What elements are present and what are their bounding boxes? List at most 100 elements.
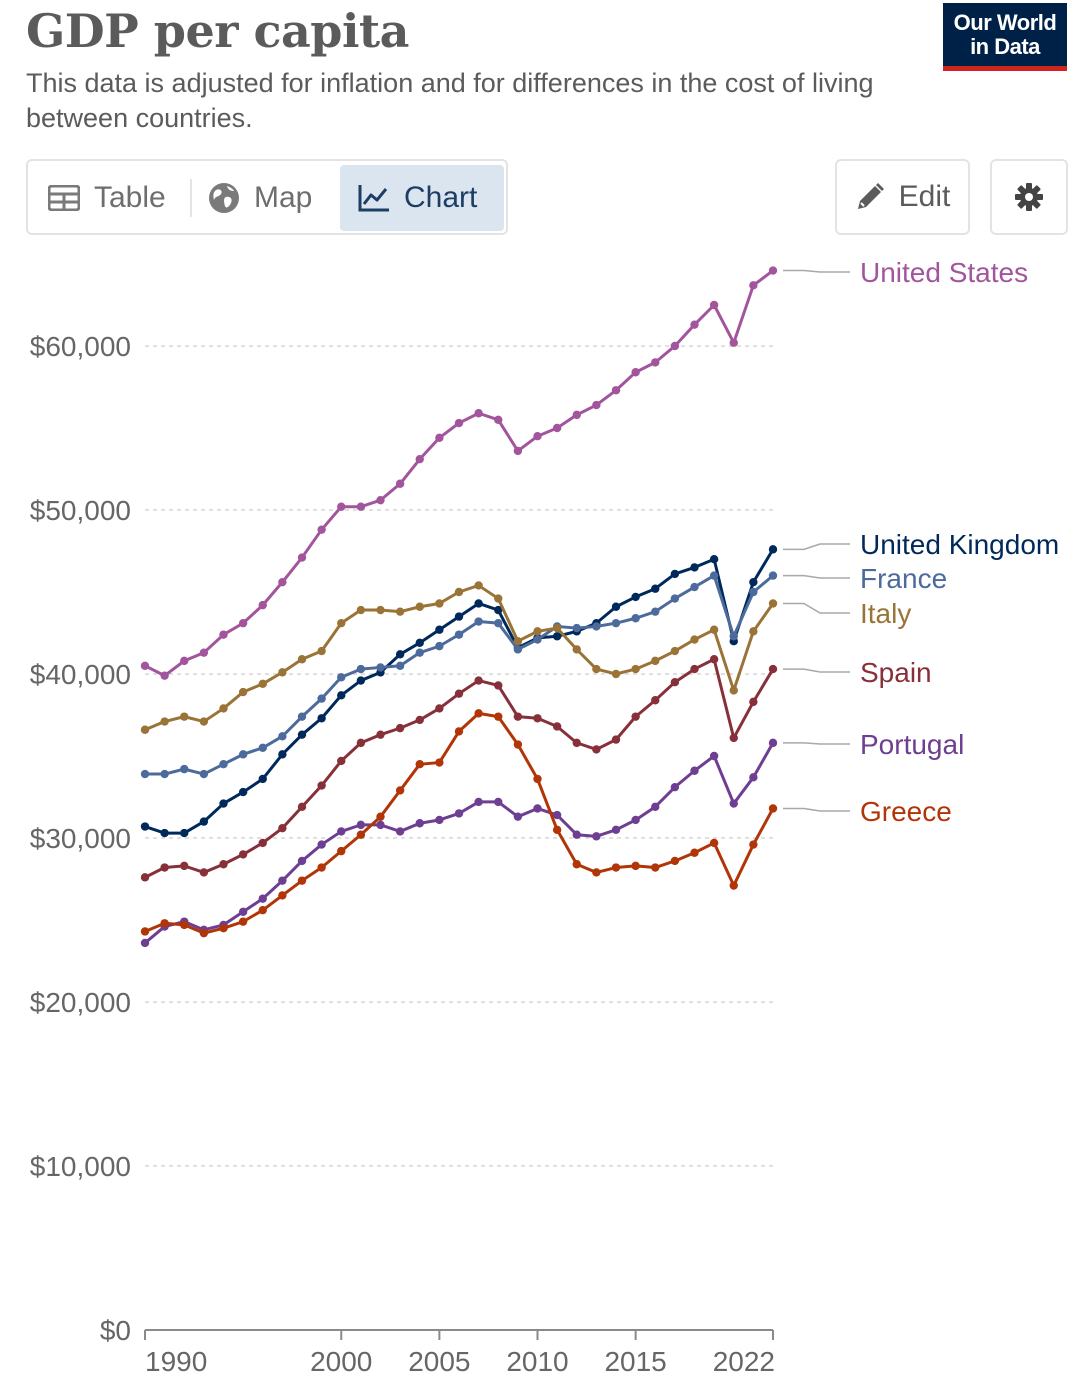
data-point <box>356 820 366 830</box>
edit-button[interactable]: Edit <box>835 159 970 235</box>
data-point <box>415 454 424 464</box>
data-point <box>749 773 758 782</box>
data-point <box>258 600 267 610</box>
data-point <box>415 715 424 725</box>
data-point <box>435 599 444 608</box>
data-point <box>454 630 464 639</box>
data-point <box>238 907 248 916</box>
series-label[interactable]: Spain <box>860 657 932 688</box>
data-point <box>474 581 483 590</box>
data-point <box>533 635 542 644</box>
data-point <box>160 671 169 680</box>
data-point <box>513 446 523 456</box>
series-greece[interactable] <box>140 709 778 938</box>
series-portugal[interactable] <box>140 738 778 948</box>
data-point <box>376 812 385 821</box>
data-point <box>768 266 778 275</box>
data-point <box>611 735 621 744</box>
data-point <box>415 819 424 828</box>
data-point <box>297 876 307 885</box>
data-point <box>219 704 228 713</box>
data-point <box>219 760 228 769</box>
x-tick-label: 2015 <box>604 1346 666 1377</box>
data-point <box>768 599 778 608</box>
data-point <box>337 673 346 682</box>
data-point <box>238 687 248 697</box>
data-point <box>552 623 562 633</box>
data-point <box>494 415 503 424</box>
data-point <box>474 599 483 608</box>
tab-chart[interactable]: Chart <box>340 165 504 231</box>
label-connector <box>783 807 850 812</box>
series-label[interactable]: United Kingdom <box>860 529 1059 560</box>
data-point <box>651 802 660 812</box>
data-point <box>749 840 758 849</box>
logo-line-1: Our World <box>953 10 1057 35</box>
data-point <box>140 769 150 779</box>
series-label[interactable]: Greece <box>860 796 952 827</box>
chart-subtitle: This data is adjusted for inflation and … <box>26 68 874 133</box>
data-point <box>356 738 366 748</box>
data-point <box>199 868 209 877</box>
data-point <box>749 627 758 636</box>
data-point <box>552 722 562 731</box>
series-italy[interactable] <box>140 581 778 734</box>
data-point <box>337 756 346 766</box>
data-point <box>729 338 738 347</box>
data-point <box>768 738 778 748</box>
data-point <box>552 810 562 820</box>
data-point <box>749 577 758 587</box>
data-point <box>729 733 738 743</box>
data-point <box>651 863 660 872</box>
data-point <box>454 418 464 428</box>
series-label[interactable]: Portugal <box>860 729 964 760</box>
label-connector <box>783 269 850 273</box>
owid-logo[interactable]: Our World in Data <box>943 3 1067 71</box>
data-point <box>592 622 601 631</box>
data-point <box>631 815 640 825</box>
data-point <box>690 563 699 572</box>
data-point <box>219 860 228 869</box>
data-point <box>376 730 385 739</box>
y-tick-label: $0 <box>100 1315 131 1346</box>
data-point <box>611 618 621 628</box>
data-point <box>160 717 169 726</box>
data-point <box>474 676 483 685</box>
series-spain[interactable] <box>140 655 778 882</box>
y-tick-label: $60,000 <box>30 331 131 362</box>
series-united-kingdom[interactable] <box>140 545 778 838</box>
data-point <box>435 641 444 651</box>
data-point <box>494 605 503 615</box>
data-point <box>140 938 150 948</box>
x-tick-label: 2000 <box>310 1346 372 1377</box>
series-label[interactable]: France <box>860 563 947 594</box>
data-point <box>572 645 581 654</box>
data-point <box>494 681 503 690</box>
data-point <box>631 368 640 377</box>
data-point <box>435 704 444 713</box>
tab-divider <box>190 179 192 217</box>
data-point <box>513 740 523 749</box>
series-label[interactable]: Italy <box>860 598 911 629</box>
data-point <box>395 607 405 616</box>
data-point <box>337 846 346 856</box>
series-united-states[interactable] <box>140 266 778 680</box>
data-point <box>278 823 287 833</box>
series-france[interactable] <box>140 571 778 779</box>
label-connector <box>783 574 850 579</box>
y-tick-label: $30,000 <box>30 823 131 854</box>
x-tick-label: 2005 <box>408 1346 470 1377</box>
data-point <box>180 828 189 838</box>
data-point <box>768 664 778 674</box>
data-point <box>258 894 267 903</box>
settings-button[interactable] <box>990 159 1068 235</box>
y-tick-label: $10,000 <box>30 1151 131 1182</box>
data-point <box>533 804 542 813</box>
x-tick-label: 1990 <box>145 1346 207 1377</box>
data-point <box>278 891 287 900</box>
tab-table[interactable]: Table <box>48 165 166 231</box>
data-point <box>395 650 405 659</box>
tab-map[interactable]: Map <box>208 165 312 231</box>
x-tick-label: 2022 <box>713 1346 775 1377</box>
series-label[interactable]: United States <box>860 257 1028 288</box>
